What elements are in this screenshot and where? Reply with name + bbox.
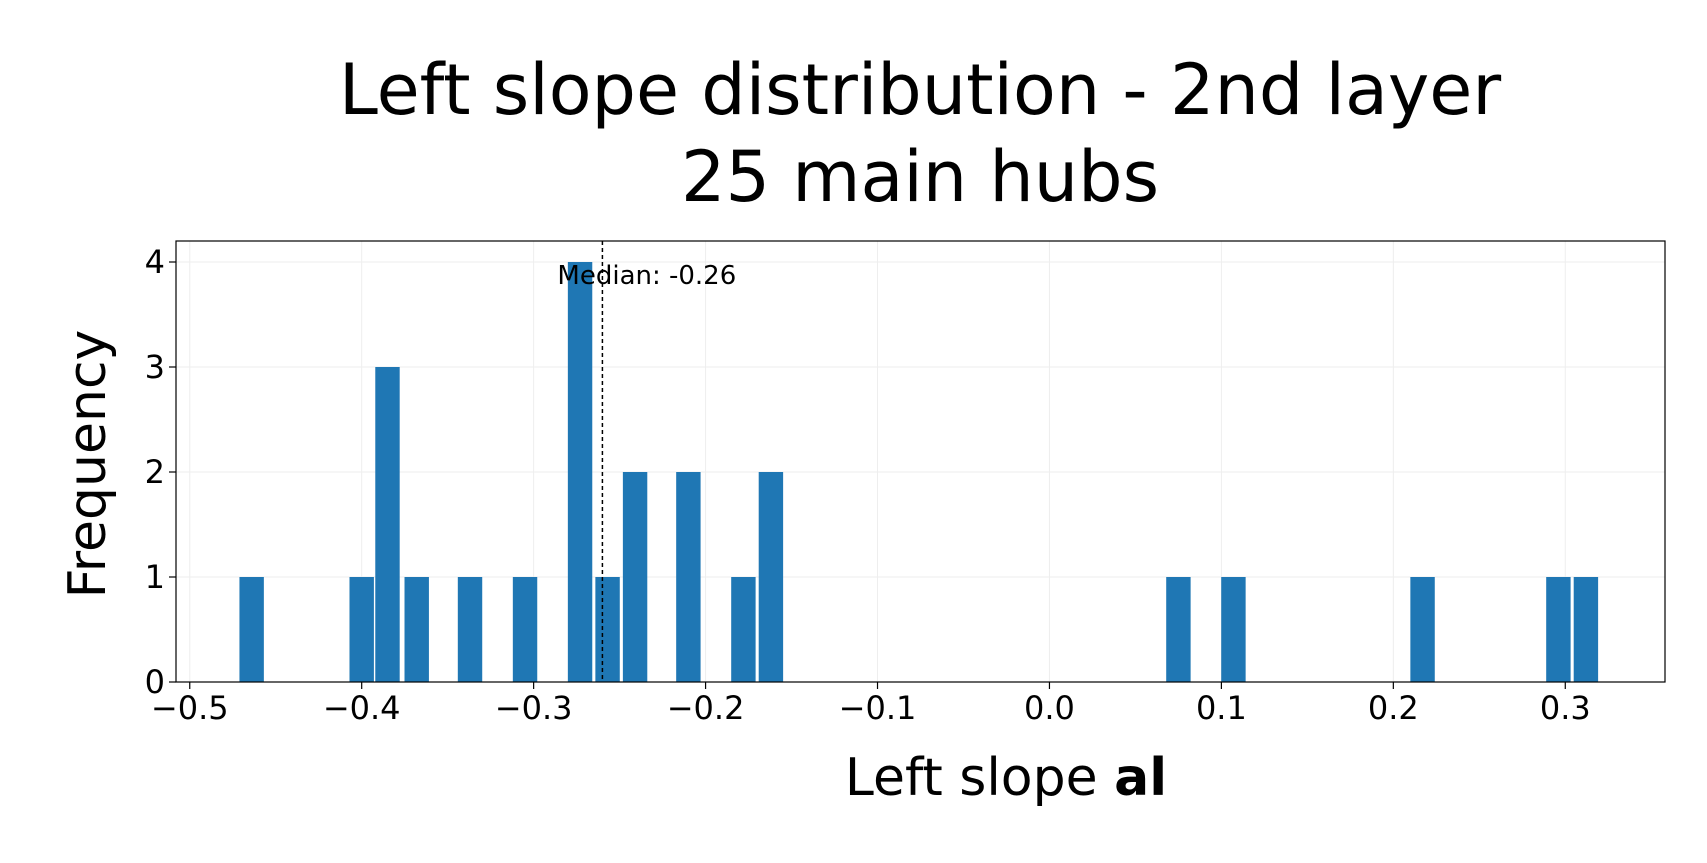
bar-6 (567, 262, 593, 682)
x-axis-label-symbol: al (1114, 748, 1168, 808)
bar-7 (595, 577, 620, 682)
x-tick-label-8: 0.3 (1540, 689, 1591, 727)
x-tick-label-4: −0.1 (839, 689, 917, 727)
bar-9 (676, 472, 701, 682)
bar-15 (1546, 577, 1571, 682)
bar-16 (1573, 577, 1599, 682)
bar-4 (457, 577, 483, 682)
x-axis-label: Left slope al (176, 748, 1707, 808)
axes-frame (175, 240, 1666, 683)
bar-1 (349, 577, 374, 682)
x-tick-label-6: 0.1 (1196, 689, 1247, 727)
bar-11 (758, 472, 784, 682)
chart-title-line-2: 25 main hubs (680, 136, 1160, 218)
x-tick-label-2: −0.3 (495, 689, 573, 727)
bar-0 (239, 577, 264, 682)
median-annotation: Median: -0.26 (557, 261, 736, 291)
bar-12 (1166, 577, 1191, 682)
x-tick-label-5: 0.0 (1024, 689, 1075, 727)
bar-8 (622, 472, 648, 682)
x-tick-label-3: −0.2 (667, 689, 745, 727)
bar-3 (404, 577, 429, 682)
y-tick-label-3: 3 (145, 348, 165, 386)
y-axis-label: Frequency (58, 329, 118, 599)
y-tick-label-2: 2 (145, 453, 165, 491)
y-tick-label-1: 1 (145, 558, 165, 596)
bar-10 (731, 577, 756, 682)
chart-title-line-1: Left slope distribution - 2nd layer (338, 49, 1502, 131)
bar-14 (1410, 577, 1435, 682)
x-tick-label-0: −0.5 (151, 689, 229, 727)
y-tick-label-4: 4 (145, 243, 165, 281)
y-tick-label-0: 0 (145, 663, 165, 701)
x-tick-label-1: −0.4 (323, 689, 401, 727)
bar-5 (512, 577, 538, 682)
x-axis-label-prefix: Left slope (844, 748, 1115, 808)
bar-2 (375, 367, 400, 682)
x-tick-label-7: 0.2 (1368, 689, 1419, 727)
bar-13 (1221, 577, 1246, 682)
